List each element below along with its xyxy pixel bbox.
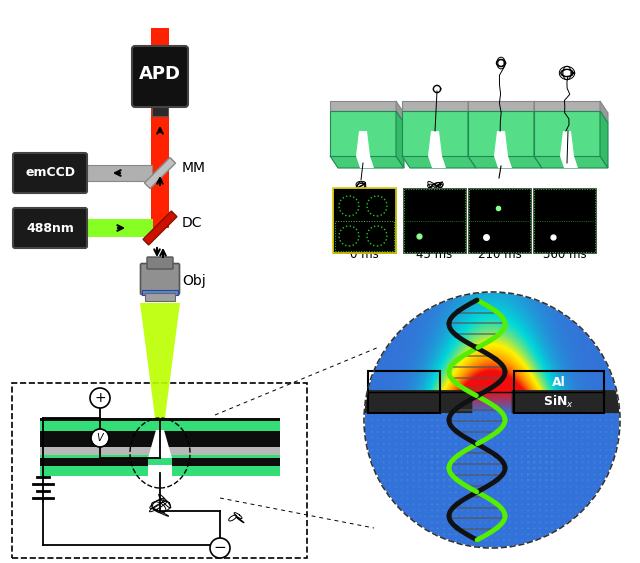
Bar	[468, 188, 531, 253]
Bar	[75, 219, 153, 237]
Bar	[152, 104, 168, 116]
Polygon shape	[494, 156, 512, 168]
Bar	[404, 189, 465, 252]
Polygon shape	[468, 156, 542, 168]
Circle shape	[210, 538, 230, 558]
FancyBboxPatch shape	[13, 153, 87, 193]
Polygon shape	[560, 156, 578, 168]
FancyBboxPatch shape	[141, 263, 179, 294]
Bar	[40, 455, 280, 465]
Bar	[534, 189, 595, 252]
Polygon shape	[534, 101, 600, 111]
Bar	[143, 211, 177, 245]
Polygon shape	[396, 111, 404, 168]
Polygon shape	[534, 111, 542, 168]
Bar	[533, 188, 596, 253]
Bar	[40, 466, 148, 476]
Polygon shape	[494, 131, 508, 156]
Text: Al: Al	[552, 377, 566, 390]
Polygon shape	[396, 101, 404, 123]
Text: Obj: Obj	[182, 274, 205, 288]
Polygon shape	[330, 101, 396, 111]
Polygon shape	[534, 101, 542, 123]
Polygon shape	[468, 111, 534, 156]
Polygon shape	[468, 101, 534, 111]
Polygon shape	[534, 156, 608, 168]
Bar	[151, 28, 169, 228]
Polygon shape	[560, 131, 574, 156]
Text: 210 ms: 210 ms	[477, 248, 522, 261]
Bar	[82, 165, 152, 181]
Bar	[145, 158, 175, 189]
Polygon shape	[600, 101, 608, 123]
FancyBboxPatch shape	[147, 257, 173, 269]
Text: emCCD: emCCD	[25, 167, 75, 180]
Bar	[40, 421, 280, 431]
Polygon shape	[468, 101, 476, 123]
Bar	[40, 418, 280, 458]
Bar	[172, 466, 280, 476]
Bar	[514, 371, 604, 413]
Text: +: +	[94, 391, 106, 405]
Bar	[368, 371, 440, 413]
Text: −: −	[214, 540, 227, 556]
Bar	[172, 458, 280, 473]
Polygon shape	[140, 303, 180, 433]
Circle shape	[91, 429, 109, 447]
Text: 0 ms: 0 ms	[350, 248, 379, 261]
Text: 360 ms: 360 ms	[543, 248, 586, 261]
Text: 488nm: 488nm	[26, 221, 74, 235]
Polygon shape	[330, 111, 396, 156]
FancyBboxPatch shape	[132, 46, 188, 107]
Bar	[145, 293, 175, 301]
FancyBboxPatch shape	[13, 208, 87, 248]
Polygon shape	[356, 131, 370, 156]
Bar	[333, 188, 396, 253]
Polygon shape	[468, 111, 476, 168]
Bar	[403, 188, 466, 253]
Text: DC: DC	[182, 216, 202, 230]
Bar	[40, 458, 148, 473]
Polygon shape	[534, 111, 600, 156]
Polygon shape	[356, 156, 374, 168]
Text: MM: MM	[182, 161, 206, 175]
Polygon shape	[402, 101, 468, 111]
Polygon shape	[148, 430, 172, 458]
Text: V: V	[97, 433, 103, 443]
Bar	[335, 221, 394, 251]
Polygon shape	[330, 156, 404, 168]
Polygon shape	[402, 156, 476, 168]
Bar	[469, 189, 530, 252]
Circle shape	[90, 388, 110, 408]
Text: APD: APD	[139, 65, 181, 83]
Polygon shape	[402, 111, 468, 156]
Polygon shape	[428, 156, 446, 168]
Bar	[40, 447, 280, 455]
Bar	[12, 383, 307, 558]
Text: 45 ms: 45 ms	[417, 248, 452, 261]
Polygon shape	[428, 131, 442, 156]
Polygon shape	[600, 111, 608, 168]
Bar	[333, 188, 396, 253]
Bar	[142, 290, 178, 295]
Text: SiN$_x$: SiN$_x$	[543, 394, 575, 410]
